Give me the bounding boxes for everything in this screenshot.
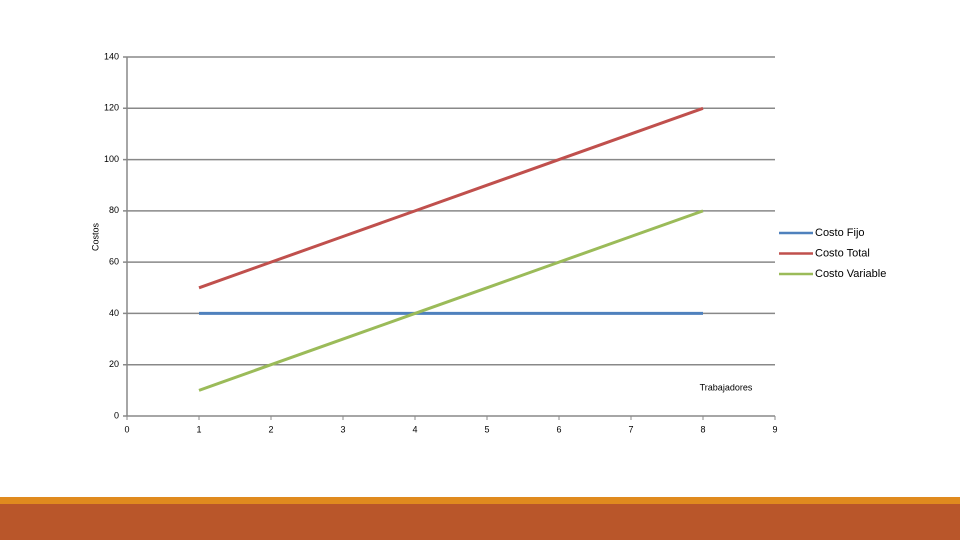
- x-tick-label: 7: [628, 424, 633, 434]
- legend-label: Costo Variable: [815, 268, 886, 280]
- accent-bar: [0, 497, 960, 504]
- footer-bar: [0, 504, 960, 540]
- x-tick-label: 4: [412, 424, 417, 434]
- legend-label: Costo Fijo: [815, 227, 865, 239]
- x-tick-label: 3: [340, 424, 345, 434]
- x-axis-label: Trabajadores: [700, 382, 753, 392]
- x-tick-label: 1: [196, 424, 201, 434]
- y-axis-label: Costos: [90, 222, 100, 251]
- y-tick-label: 0: [114, 410, 119, 420]
- x-tick-label: 2: [268, 424, 273, 434]
- x-tick-label: 5: [484, 424, 489, 434]
- y-tick-label: 60: [109, 257, 119, 267]
- x-tick-label: 6: [556, 424, 561, 434]
- x-tick-label: 8: [700, 424, 705, 434]
- y-tick-label: 40: [109, 308, 119, 318]
- x-tick-label: 9: [772, 424, 777, 434]
- x-tick-label: 0: [124, 424, 129, 434]
- series-line: [198, 106, 704, 290]
- y-tick-label: 80: [109, 205, 119, 215]
- y-tick-label: 20: [109, 359, 119, 369]
- y-tick-label: 120: [104, 103, 119, 113]
- legend-label: Costo Total: [815, 247, 870, 259]
- series-line: [198, 209, 704, 392]
- y-tick-label: 100: [104, 154, 119, 164]
- y-tick-label: 140: [104, 51, 119, 61]
